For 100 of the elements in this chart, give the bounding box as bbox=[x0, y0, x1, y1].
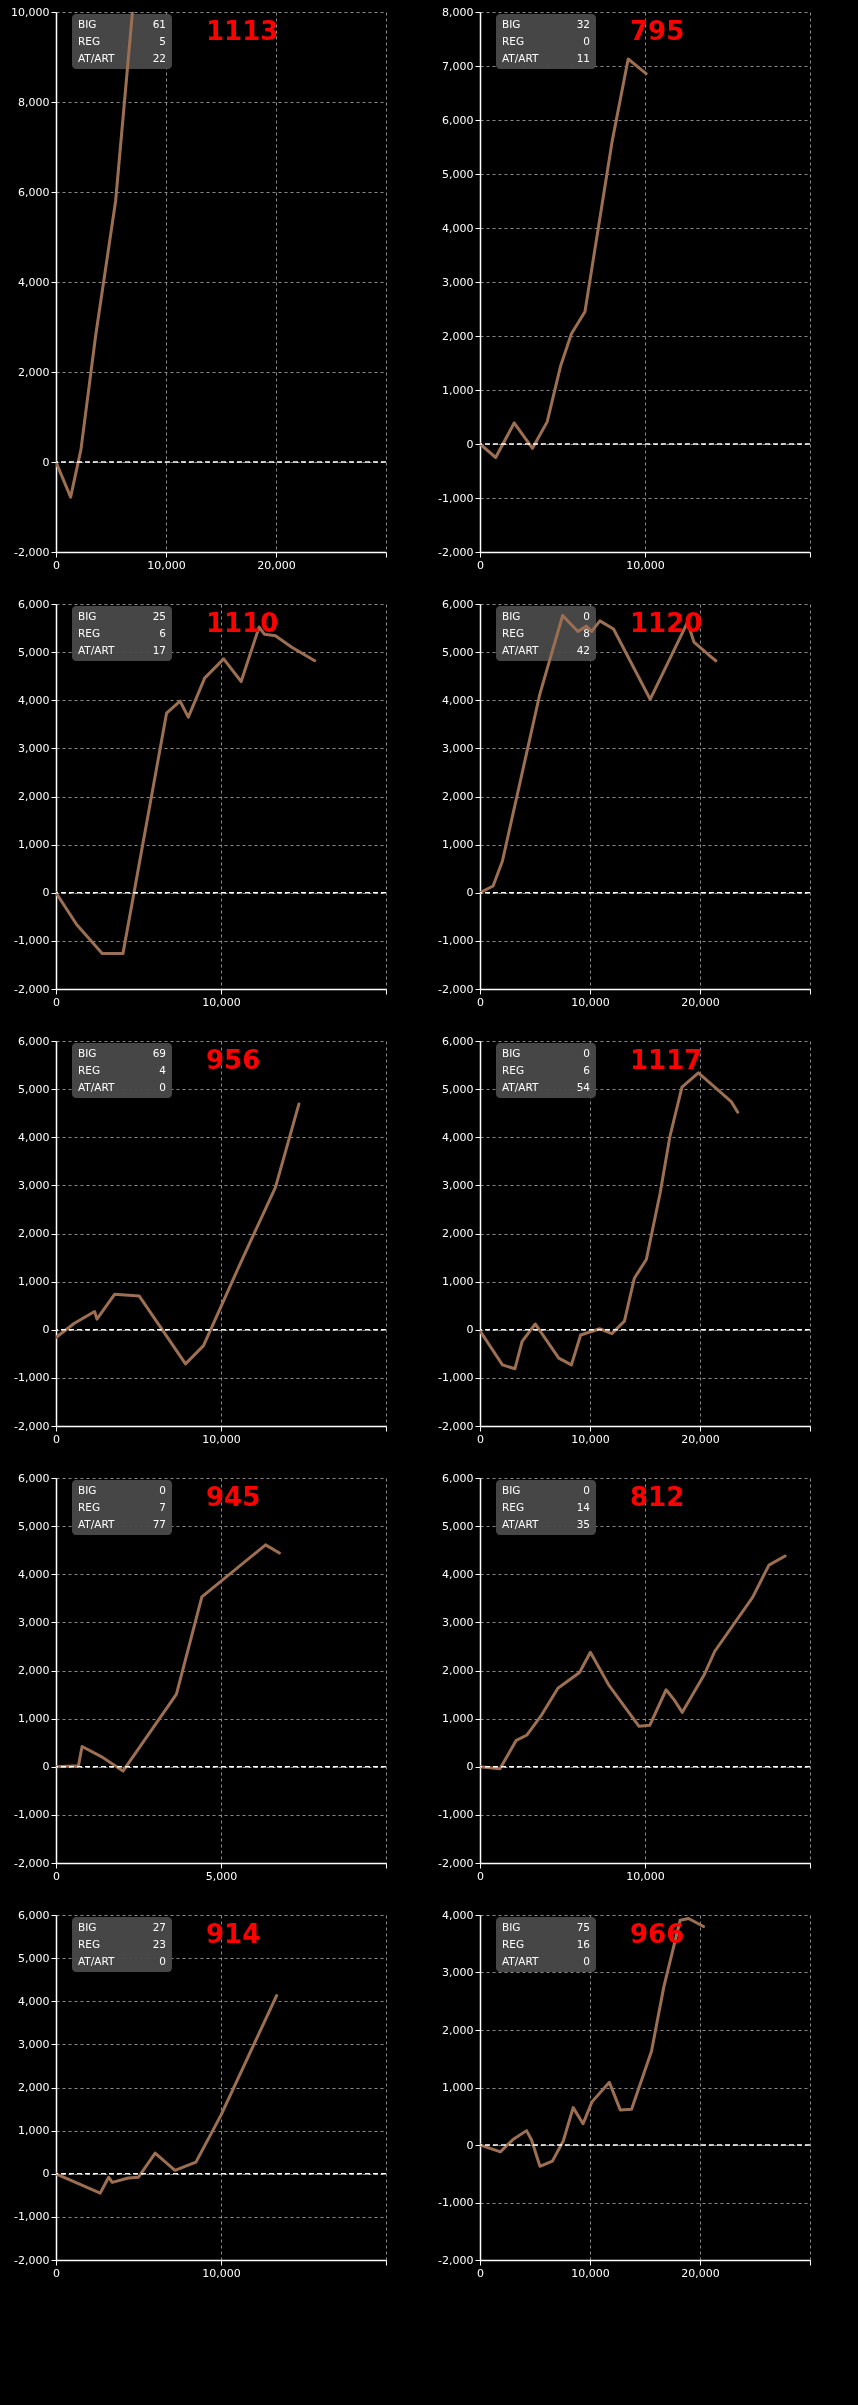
line-series bbox=[56, 1102, 301, 1366]
y-tick-label: -1,000 bbox=[438, 1808, 474, 1822]
y-tick-label: -1,000 bbox=[14, 1808, 50, 1822]
y-tick-label: 2,000 bbox=[442, 329, 474, 343]
annotation: 8 bbox=[583, 627, 590, 639]
annotation: BIG bbox=[78, 1484, 97, 1496]
x-tick-label: 10,000 bbox=[571, 1432, 610, 1446]
y-tick-label: 3,000 bbox=[18, 741, 50, 755]
y-tick-label: 1,000 bbox=[442, 383, 474, 397]
x-tick-label: 20,000 bbox=[681, 995, 720, 1009]
annotation: REG bbox=[78, 35, 101, 47]
y-tick-label: 10,000 bbox=[11, 5, 50, 19]
chart-title: 795 bbox=[630, 16, 685, 46]
y-tick-label: 0 bbox=[466, 886, 474, 900]
x-tick-label: 10,000 bbox=[202, 995, 241, 1009]
y-tick-label: -2,000 bbox=[14, 545, 50, 559]
y-tick-label: 1,000 bbox=[442, 1712, 474, 1726]
y-tick-label: -1,000 bbox=[438, 2196, 474, 2209]
annotation: AT/ART bbox=[502, 1518, 540, 1530]
x-tick-label: 10,000 bbox=[147, 558, 186, 572]
annotation: BIG bbox=[502, 1484, 521, 1496]
y-tick-label: 6,000 bbox=[18, 185, 50, 199]
y-tick-label: 3,000 bbox=[18, 1615, 50, 1629]
x-tick-label: 10,000 bbox=[202, 2266, 241, 2280]
annotation: BIG bbox=[502, 1921, 521, 1933]
y-tick-label: 8,000 bbox=[18, 95, 50, 109]
annotation: 69 bbox=[152, 1047, 166, 1059]
y-tick-label: 6,000 bbox=[18, 1471, 50, 1485]
y-tick-label: 1,000 bbox=[442, 838, 474, 852]
x-tick-label: 0 bbox=[477, 558, 484, 572]
annotation: 23 bbox=[152, 1938, 166, 1950]
y-tick-label: 0 bbox=[466, 1323, 474, 1337]
y-tick-label: -2,000 bbox=[438, 545, 474, 559]
annotation: AT/ART bbox=[78, 644, 116, 656]
y-tick-label: -1,000 bbox=[438, 1371, 474, 1385]
x-tick-label: 0 bbox=[53, 995, 60, 1009]
annotation: 77 bbox=[152, 1518, 166, 1530]
y-tick-label: 0 bbox=[42, 1760, 50, 1774]
y-tick-label: 6,000 bbox=[442, 113, 474, 127]
x-tick-label: 20,000 bbox=[681, 1432, 720, 1446]
y-tick-label: -2,000 bbox=[14, 1856, 50, 1870]
annotation: 75 bbox=[576, 1921, 590, 1933]
annotation: 4 bbox=[159, 1064, 167, 1076]
x-tick-label: 0 bbox=[477, 1869, 484, 1883]
annotation: 42 bbox=[576, 644, 590, 656]
annotation: BIG bbox=[502, 1047, 521, 1059]
x-tick-label: 10,000 bbox=[571, 995, 610, 1009]
annotation: 61 bbox=[152, 18, 166, 30]
annotation: AT/ART bbox=[502, 644, 540, 656]
y-tick-label: 1,000 bbox=[18, 2124, 50, 2138]
annotation: 54 bbox=[576, 1081, 591, 1093]
y-tick-label: 1,000 bbox=[18, 1712, 50, 1726]
x-tick-label: 10,000 bbox=[571, 2266, 610, 2280]
x-tick-label: 0 bbox=[53, 1869, 60, 1883]
y-tick-label: -2,000 bbox=[14, 1419, 50, 1433]
annotation: 6 bbox=[159, 627, 167, 639]
line-series bbox=[56, 1994, 279, 2195]
annotation: 0 bbox=[583, 1955, 590, 1967]
annotation: 25 bbox=[152, 610, 166, 622]
y-tick-label: -1,000 bbox=[438, 491, 474, 505]
y-tick-label: 1,000 bbox=[442, 2081, 474, 2094]
y-tick-label: 0 bbox=[466, 2138, 474, 2152]
annotation: AT/ART bbox=[502, 52, 540, 64]
y-tick-label: 3,000 bbox=[442, 741, 474, 755]
y-tick-label: 5,000 bbox=[18, 645, 50, 659]
annotation: BIG bbox=[78, 18, 97, 30]
y-tick-label: 2,000 bbox=[442, 1227, 474, 1240]
y-tick-label: -2,000 bbox=[438, 2253, 474, 2267]
y-tick-label: 4,000 bbox=[442, 221, 474, 235]
annotation: BIG bbox=[502, 610, 521, 622]
annotation: AT/ART bbox=[502, 1955, 540, 1967]
y-tick-label: 6,000 bbox=[442, 1034, 474, 1048]
y-tick-label: -2,000 bbox=[438, 1856, 474, 1870]
y-tick-label: 5,000 bbox=[18, 1519, 50, 1533]
y-tick-label: 6,000 bbox=[18, 1034, 50, 1048]
y-tick-label: 2,000 bbox=[442, 790, 474, 803]
annotation: BIG bbox=[78, 1047, 97, 1059]
annotation: AT/ART bbox=[502, 1081, 540, 1093]
annotation: 27 bbox=[152, 1921, 166, 1933]
y-tick-label: 6,000 bbox=[18, 1908, 50, 1922]
y-tick-label: -1,000 bbox=[438, 934, 474, 948]
annotation: BIG bbox=[502, 18, 521, 30]
chart-title: 812 bbox=[630, 1482, 685, 1512]
y-tick-label: 0 bbox=[42, 2167, 50, 2181]
annotation: BIG bbox=[78, 610, 97, 622]
annotation: 5 bbox=[159, 35, 166, 47]
annotation: REG bbox=[502, 35, 525, 47]
chart-title: 1120 bbox=[630, 608, 703, 638]
x-tick-label: 0 bbox=[53, 558, 60, 572]
y-tick-label: 4,000 bbox=[442, 1130, 474, 1144]
x-tick-label: 5,000 bbox=[205, 1869, 238, 1883]
x-tick-label: 10,000 bbox=[202, 1432, 241, 1446]
y-tick-label: 5,000 bbox=[442, 1519, 474, 1533]
annotation: REG bbox=[502, 1938, 525, 1950]
x-tick-label: 10,000 bbox=[626, 558, 665, 572]
y-tick-label: 4,000 bbox=[442, 1908, 474, 1922]
annotation: REG bbox=[502, 627, 525, 639]
annotation: 0 bbox=[583, 1484, 590, 1496]
chart-title: 1117 bbox=[630, 1045, 703, 1075]
line-series bbox=[56, 12, 134, 499]
